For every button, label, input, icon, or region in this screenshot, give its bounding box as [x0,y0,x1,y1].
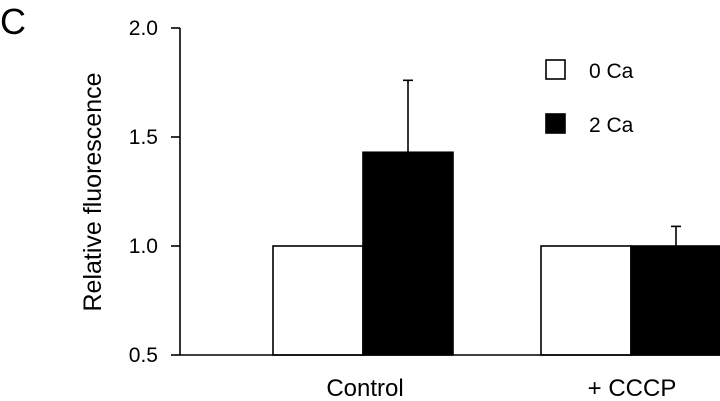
bar [272,245,364,356]
legend-label: 2 Ca [589,114,634,137]
category-label: + CCCP [588,375,677,401]
bar [630,245,720,356]
category-label: Control [326,375,403,401]
y-tick-label: 2.0 [129,17,158,40]
category-labels: Control + CCCP [326,375,676,401]
panel-label: C [0,1,26,42]
bar [540,245,632,356]
bar [362,151,454,356]
bars [272,151,720,356]
legend-label: 0 Ca [589,60,634,83]
y-tick-label: 0.5 [129,344,158,367]
y-tick-label: 1.5 [129,126,158,149]
y-tick-label: 1.0 [129,235,158,258]
y-axis-ticks: 0.5 1.0 1.5 2.0 [129,17,180,367]
legend-swatch [545,113,566,134]
legend: 0 Ca 2 Ca [545,59,634,137]
legend-swatch [545,59,566,80]
error-bars [403,79,681,246]
y-axis-title: Relative fluorescence [79,72,107,311]
